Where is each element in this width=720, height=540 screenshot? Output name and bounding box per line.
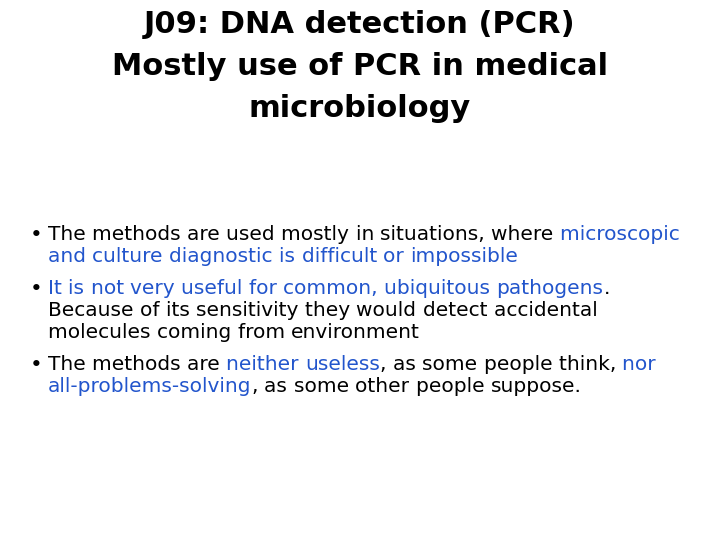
Text: where: where [491, 225, 560, 244]
Text: all-problems-solving: all-problems-solving [48, 377, 251, 396]
Text: nor: nor [622, 355, 662, 374]
Text: methods: methods [92, 225, 187, 244]
Text: ubiquitous: ubiquitous [384, 279, 497, 298]
Text: sensitivity: sensitivity [196, 301, 305, 320]
Text: •: • [30, 279, 42, 299]
Text: as: as [393, 355, 422, 374]
Text: and: and [48, 247, 92, 266]
Text: of: of [140, 301, 166, 320]
Text: diagnostic: diagnostic [169, 247, 279, 266]
Text: situations,: situations, [380, 225, 491, 244]
Text: culture: culture [92, 247, 169, 266]
Text: The: The [48, 225, 92, 244]
Text: impossible: impossible [410, 247, 518, 266]
Text: coming: coming [157, 323, 238, 342]
Text: detect: detect [423, 301, 493, 320]
Text: its: its [166, 301, 196, 320]
Text: microbiology: microbiology [249, 94, 471, 123]
Text: as: as [264, 377, 294, 396]
Text: or: or [383, 247, 410, 266]
Text: environment: environment [291, 323, 420, 342]
Text: some: some [294, 377, 355, 396]
Text: microscopic: microscopic [560, 225, 686, 244]
Text: they: they [305, 301, 356, 320]
Text: are: are [187, 355, 226, 374]
Text: people: people [484, 355, 559, 374]
Text: neither: neither [226, 355, 305, 374]
Text: accidental: accidental [493, 301, 603, 320]
Text: useless: useless [305, 355, 380, 374]
Text: useful: useful [181, 279, 249, 298]
Text: It: It [48, 279, 68, 298]
Text: .: . [603, 279, 616, 298]
Text: methods: methods [92, 355, 187, 374]
Text: think,: think, [559, 355, 622, 374]
Text: •: • [30, 225, 42, 245]
Text: common,: common, [283, 279, 384, 298]
Text: very: very [130, 279, 181, 298]
Text: Because: Because [48, 301, 140, 320]
Text: J09: DNA detection (PCR): J09: DNA detection (PCR) [144, 10, 576, 39]
Text: would: would [356, 301, 423, 320]
Text: other: other [355, 377, 415, 396]
Text: is: is [68, 279, 91, 298]
Text: some: some [422, 355, 484, 374]
Text: ,: , [380, 355, 393, 374]
Text: are: are [187, 225, 226, 244]
Text: suppose.: suppose. [490, 377, 581, 396]
Text: in: in [356, 225, 380, 244]
Text: ,: , [251, 377, 264, 396]
Text: not: not [91, 279, 130, 298]
Text: is: is [279, 247, 302, 266]
Text: pathogens: pathogens [497, 279, 603, 298]
Text: Mostly use of PCR in medical: Mostly use of PCR in medical [112, 52, 608, 81]
Text: people: people [415, 377, 490, 396]
Text: used: used [226, 225, 282, 244]
Text: for: for [249, 279, 283, 298]
Text: from: from [238, 323, 291, 342]
Text: mostly: mostly [282, 225, 356, 244]
Text: molecules: molecules [48, 323, 157, 342]
Text: •: • [30, 355, 42, 375]
Text: difficult: difficult [302, 247, 383, 266]
Text: The: The [48, 355, 92, 374]
